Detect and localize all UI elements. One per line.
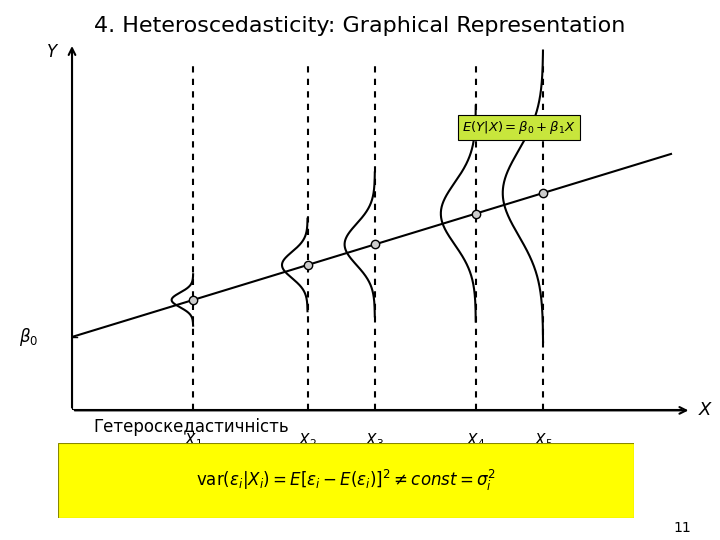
Text: Гетероскедастичність: Гетероскедастичність [94,418,289,436]
Text: $X$: $X$ [698,401,714,420]
Text: $\mathrm{var}(\varepsilon_i|X_i) = E\left[\varepsilon_i - E(\varepsilon_i)\right: $\mathrm{var}(\varepsilon_i|X_i) = E\lef… [196,468,495,493]
Text: $\beta_0$: $\beta_0$ [19,326,38,348]
Text: 11: 11 [673,521,691,535]
Text: $X_3$: $X_3$ [365,431,384,450]
Text: $X_5$: $X_5$ [534,431,552,450]
Text: $X_1$: $X_1$ [184,431,202,450]
FancyBboxPatch shape [58,443,634,518]
Text: $X_4$: $X_4$ [467,431,485,450]
Text: 4. Heteroscedasticity: Graphical Representation: 4. Heteroscedasticity: Graphical Represe… [94,16,626,36]
Text: Y: Y [47,43,57,61]
Text: $X_2$: $X_2$ [298,431,317,450]
Text: $E(Y|X) = \beta_0 + \beta_1 X$: $E(Y|X) = \beta_0 + \beta_1 X$ [462,119,576,136]
